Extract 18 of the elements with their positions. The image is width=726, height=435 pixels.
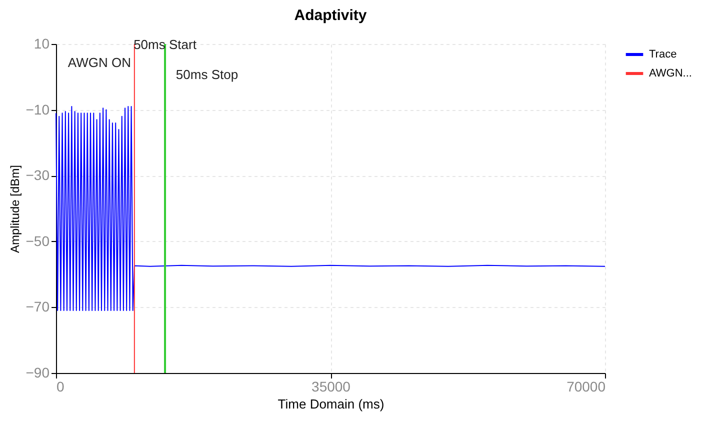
annotation: 50ms Stop bbox=[176, 67, 238, 82]
annotation: 50ms Start bbox=[134, 37, 197, 52]
y-tick-label: 10 bbox=[34, 36, 50, 52]
y-tick-label: −50 bbox=[26, 232, 50, 249]
x-tick-label: 70000 bbox=[566, 378, 606, 394]
x-tick-label: 0 bbox=[56, 378, 64, 394]
legend-label: Trace bbox=[649, 48, 677, 60]
x-axis-title: Time Domain (ms) bbox=[278, 396, 384, 412]
annotation: AWGN ON bbox=[68, 55, 131, 70]
legend-label: AWGN... bbox=[649, 68, 692, 80]
line-series bbox=[56, 106, 606, 311]
y-axis-title: Amplitude [dBm] bbox=[8, 164, 22, 254]
y-tick-label: −90 bbox=[26, 364, 50, 380]
y-tick-label: −30 bbox=[26, 167, 50, 184]
x-tick-label: 35000 bbox=[312, 378, 351, 394]
y-tick-label: −70 bbox=[26, 298, 50, 315]
y-tick-label: −10 bbox=[26, 101, 50, 118]
chart-title: Adaptivity bbox=[294, 7, 368, 24]
